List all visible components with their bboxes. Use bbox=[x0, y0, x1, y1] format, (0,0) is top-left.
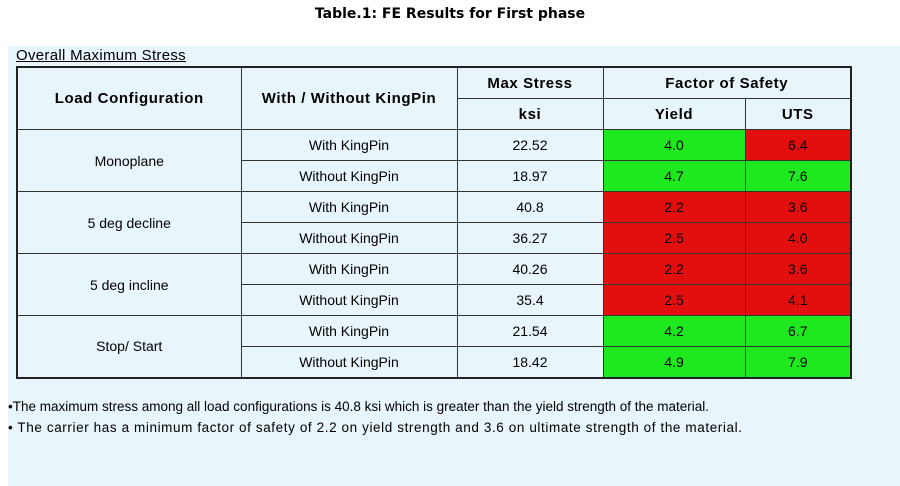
max-stress-cell: 18.42 bbox=[456, 346, 604, 378]
load-configuration-cell: 5 deg incline bbox=[16, 253, 242, 316]
table-row: Without KingPin 18.97 4.7 7.6 bbox=[17, 160, 852, 192]
yield-safety-cell: 2.5 bbox=[602, 222, 746, 254]
table-row: Monoplane With KingPin 22.52 4.0 6.4 bbox=[16, 129, 852, 192]
table-caption: Table.1: FE Results for First phase bbox=[314, 6, 586, 22]
uts-safety-cell: 7.9 bbox=[744, 346, 852, 378]
max-stress-cell: 36.27 bbox=[456, 222, 604, 254]
uts-safety-cell: 4.0 bbox=[744, 222, 852, 254]
max-stress-cell: 21.54 bbox=[456, 315, 604, 347]
load-configuration-cell: 5 deg decline bbox=[16, 191, 242, 254]
load-configuration-cell: Monoplane bbox=[16, 129, 242, 192]
table-row: Without KingPin 35.4 2.5 4.1 bbox=[17, 284, 852, 316]
kingpin-cell: With KingPin bbox=[240, 253, 458, 285]
header-factor-of-safety: Factor of Safety bbox=[602, 66, 852, 99]
kingpin-cell: With KingPin bbox=[240, 129, 458, 161]
max-stress-cell: 40.26 bbox=[456, 253, 604, 285]
table-row: 5 deg incline With KingPin 40.26 2.2 3.6 bbox=[16, 253, 852, 316]
fe-results-table: Load Configuration With / Without KingPi… bbox=[16, 66, 852, 379]
yield-safety-cell: 4.0 bbox=[602, 129, 746, 161]
yield-safety-cell: 4.7 bbox=[602, 160, 746, 192]
kingpin-cell: Without KingPin bbox=[240, 346, 458, 378]
kingpin-cell: With KingPin bbox=[240, 191, 458, 223]
max-stress-cell: 35.4 bbox=[456, 284, 604, 316]
header-with-without-kingpin: With / Without KingPin bbox=[240, 66, 458, 130]
uts-safety-cell: 6.4 bbox=[744, 129, 852, 161]
uts-safety-cell: 6.7 bbox=[744, 315, 852, 347]
yield-safety-cell: 2.2 bbox=[602, 191, 746, 223]
yield-safety-cell: 2.2 bbox=[602, 253, 746, 285]
uts-safety-cell: 3.6 bbox=[744, 191, 852, 223]
load-configuration-cell: Stop/ Start bbox=[16, 315, 242, 378]
notes: •The maximum stress among all load confi… bbox=[8, 398, 898, 440]
table-row: Stop/ Start With KingPin 21.54 4.2 6.7 bbox=[16, 315, 852, 378]
table-row: Without KingPin 36.27 2.5 4.0 bbox=[17, 222, 852, 254]
uts-safety-cell: 7.6 bbox=[744, 160, 852, 192]
yield-safety-cell: 4.2 bbox=[602, 315, 746, 347]
yield-safety-cell: 2.5 bbox=[602, 284, 746, 316]
header-yield: Yield bbox=[602, 98, 746, 130]
header-stress-unit: ksi bbox=[456, 98, 604, 130]
max-stress-cell: 22.52 bbox=[456, 129, 604, 161]
header-uts: UTS bbox=[744, 98, 852, 130]
table-row: Without KingPin 18.42 4.9 7.9 bbox=[17, 346, 852, 378]
note-max-stress: •The maximum stress among all load confi… bbox=[8, 399, 710, 414]
max-stress-cell: 18.97 bbox=[456, 160, 604, 192]
kingpin-cell: Without KingPin bbox=[240, 284, 458, 316]
uts-safety-cell: 4.1 bbox=[744, 284, 852, 316]
table-row: 5 deg decline With KingPin 40.8 2.2 3.6 bbox=[16, 191, 852, 254]
table-body: Monoplane With KingPin 22.52 4.0 6.4 Without … bbox=[16, 129, 852, 378]
note-min-safety-factor: • The carrier has a minimum factor of sa… bbox=[8, 420, 743, 435]
header-load-configuration: Load Configuration bbox=[16, 66, 242, 130]
kingpin-cell: Without KingPin bbox=[240, 160, 458, 192]
uts-safety-cell: 3.6 bbox=[744, 253, 852, 285]
kingpin-cell: With KingPin bbox=[240, 315, 458, 347]
max-stress-cell: 40.8 bbox=[456, 191, 604, 223]
kingpin-cell: Without KingPin bbox=[240, 222, 458, 254]
overall-stress-title: Overall Maximum Stress bbox=[16, 47, 186, 64]
header-max-stress: Max Stress bbox=[456, 66, 604, 99]
yield-safety-cell: 4.9 bbox=[602, 346, 746, 378]
